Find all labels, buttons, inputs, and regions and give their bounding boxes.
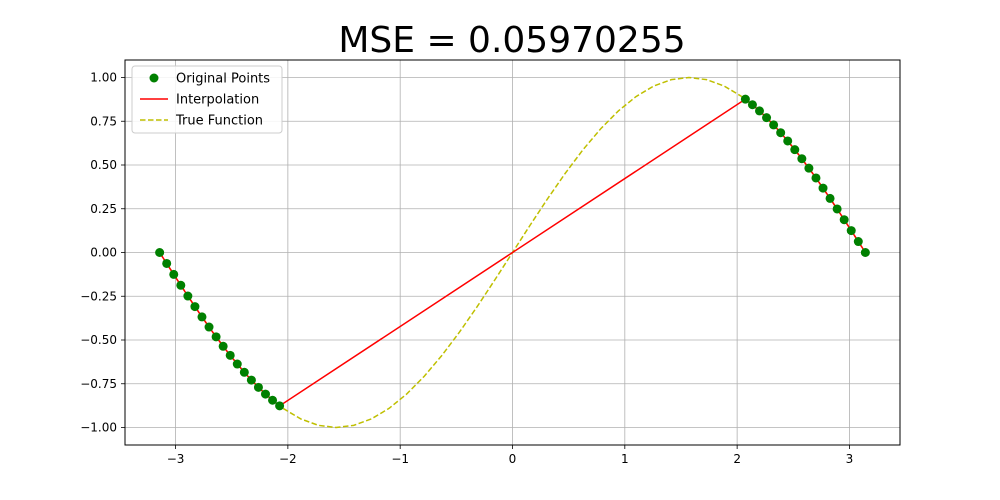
y-tick-label: −0.50 bbox=[80, 333, 117, 347]
data-point bbox=[860, 248, 870, 257]
x-tick-label: 1 bbox=[621, 452, 629, 466]
legend-box bbox=[131, 65, 283, 134]
data-point bbox=[197, 312, 207, 322]
data-point bbox=[762, 113, 772, 123]
data-point bbox=[246, 375, 256, 385]
data-point bbox=[211, 332, 221, 342]
data-point bbox=[190, 302, 200, 312]
chart-title: MSE = 0.05970255 bbox=[338, 20, 685, 61]
data-point bbox=[811, 173, 821, 183]
data-point bbox=[253, 382, 263, 392]
legend-marker-icon bbox=[149, 73, 159, 83]
y-tick-label: −0.25 bbox=[80, 289, 117, 303]
x-tick-label: −1 bbox=[391, 452, 409, 466]
y-tick-label: 1.00 bbox=[90, 71, 117, 85]
data-point bbox=[176, 280, 186, 290]
data-point bbox=[183, 291, 193, 301]
x-tick-label: −2 bbox=[279, 452, 297, 466]
data-point bbox=[275, 401, 285, 411]
data-point bbox=[204, 322, 214, 332]
x-tick-label: 3 bbox=[846, 452, 854, 466]
data-point bbox=[846, 226, 856, 236]
data-point bbox=[776, 128, 786, 138]
data-point bbox=[769, 120, 779, 130]
data-point bbox=[232, 359, 242, 369]
data-point bbox=[155, 248, 165, 257]
y-tick-label: 0.00 bbox=[90, 246, 117, 260]
data-point bbox=[790, 145, 800, 155]
plot-area bbox=[155, 76, 870, 429]
legend-label: True Function bbox=[175, 114, 263, 129]
data-point bbox=[818, 183, 828, 193]
x-tick-label: 0 bbox=[509, 452, 517, 466]
y-tick-label: 0.25 bbox=[90, 202, 117, 216]
data-point bbox=[825, 193, 835, 203]
data-point bbox=[268, 395, 278, 405]
data-point bbox=[804, 163, 814, 173]
data-point bbox=[839, 215, 849, 225]
x-tick-label: 2 bbox=[733, 452, 741, 466]
axes: −3 −2 −1 0 1 2 3 −1.00 −0.75 −0.50 −0.25 0.00 0.25 0.… bbox=[80, 71, 853, 467]
data-point bbox=[260, 389, 270, 399]
data-point bbox=[162, 258, 172, 268]
legend-label: Original Points bbox=[176, 72, 270, 87]
data-point bbox=[747, 100, 757, 110]
data-point bbox=[225, 350, 235, 360]
data-point bbox=[169, 269, 179, 279]
data-point bbox=[797, 154, 807, 164]
x-tick-label: −3 bbox=[167, 452, 185, 466]
y-tick-label: 0.75 bbox=[90, 114, 117, 128]
y-tick-label: 0.50 bbox=[90, 158, 117, 172]
data-point bbox=[218, 341, 228, 351]
data-point bbox=[853, 237, 863, 247]
legend: Original Points Interpolation True Functio… bbox=[131, 65, 283, 134]
grid bbox=[125, 60, 900, 445]
data-point bbox=[783, 136, 793, 146]
y-tick-label: −0.75 bbox=[80, 377, 117, 391]
legend-label: Interpolation bbox=[176, 93, 259, 108]
data-point bbox=[239, 367, 249, 377]
data-point bbox=[755, 106, 765, 116]
y-tick-label: −1.00 bbox=[80, 421, 117, 435]
data-point bbox=[740, 94, 750, 104]
data-point bbox=[832, 204, 842, 214]
